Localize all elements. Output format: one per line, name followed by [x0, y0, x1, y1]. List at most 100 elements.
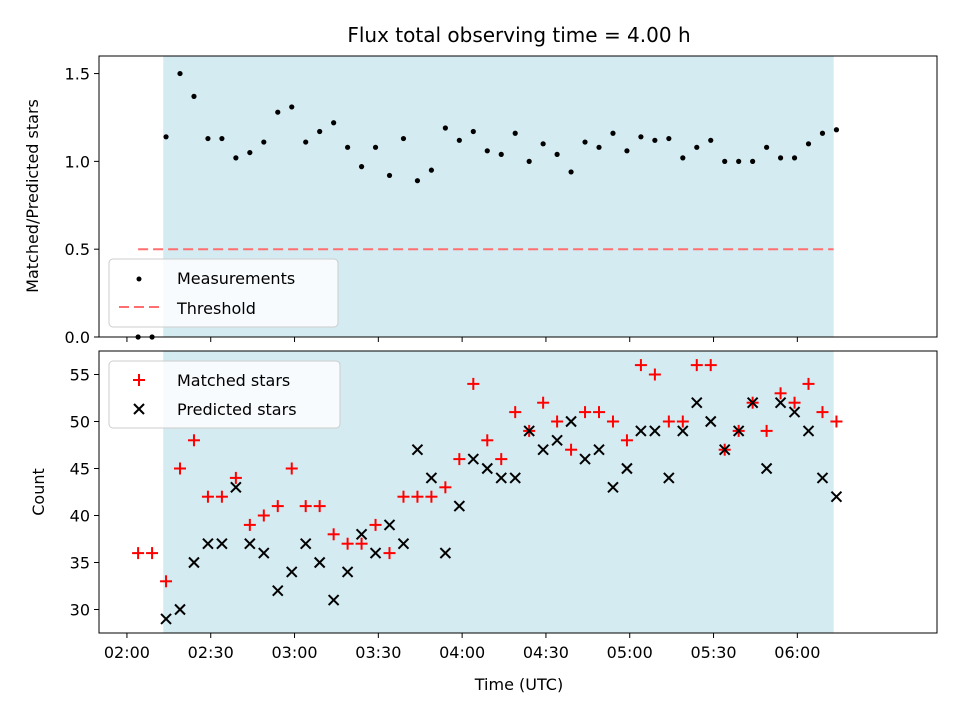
measurement-point: [400, 135, 407, 142]
matched-star-point: [509, 406, 522, 419]
x-tick-label: 04:30: [523, 643, 569, 662]
measurement-point: [358, 164, 365, 170]
matched-star-point: [634, 359, 647, 372]
bottom-x-ticks: 02:00 02:30 03:00 03:30 04:00 04:30 05:00 05:30…: [104, 633, 820, 662]
measurement-point: [191, 93, 197, 99]
predicted-star-point: [635, 425, 647, 437]
measurement-point: [303, 139, 309, 145]
predicted-star-point: [788, 406, 801, 418]
measurement-point: [233, 155, 239, 161]
matched-star-point: [676, 415, 689, 428]
measurement-points: [135, 70, 840, 340]
matched-star-point: [593, 406, 606, 419]
predicted-star-point: [551, 434, 563, 447]
measurement-point: [666, 135, 672, 142]
matched-star-point: [816, 406, 829, 419]
matched-star-point: [648, 368, 661, 381]
predicted-star-point: [509, 472, 521, 484]
matched-star-point: [341, 537, 354, 550]
predicted-star-point: [355, 528, 368, 541]
measurement-point: [624, 148, 630, 154]
predicted-star-point: [425, 472, 438, 484]
predicted-star-point: [621, 462, 633, 475]
measurement-point: [456, 137, 462, 143]
matched-star-point: [397, 490, 410, 503]
predicted-star-point: [230, 481, 242, 494]
measurement-point: [596, 144, 602, 150]
predicted-star-point: [272, 584, 284, 597]
measurement-point: [638, 134, 644, 140]
predicted-star-points: [160, 396, 843, 625]
measurement-point: [275, 109, 281, 115]
predicted-star-point: [746, 396, 759, 409]
predicted-star-point: [760, 462, 773, 475]
measurement-point: [414, 178, 421, 184]
measurement-point: [177, 70, 183, 77]
matched-star-point: [243, 518, 256, 531]
matched-star-point: [411, 490, 424, 503]
y-tick-label: 1.0: [65, 152, 90, 171]
matched-star-point: [760, 424, 773, 437]
matched-star-point: [425, 490, 438, 503]
measurement-point: [694, 144, 700, 150]
predicted-star-point: [537, 443, 549, 456]
x-tick-label: 03:30: [355, 643, 401, 662]
measurement-point: [372, 144, 379, 150]
matched-star-point: [690, 359, 703, 372]
predicted-star-point: [677, 425, 689, 437]
legend-measurements-label: Measurements: [177, 269, 295, 288]
measurement-point: [428, 167, 435, 173]
measurement-point: [219, 135, 225, 142]
matched-star-point: [146, 547, 159, 560]
measurement-point: [317, 128, 323, 135]
bottom-axes-frame: [98, 350, 938, 634]
matched-star-point: [355, 537, 368, 550]
predicted-star-point: [607, 481, 619, 494]
matched-star-point: [439, 481, 452, 494]
legend-measurements-marker: [136, 276, 142, 282]
measurement-point: [791, 155, 798, 161]
predicted-star-point: [816, 472, 829, 484]
bottom-legend-box: [108, 360, 341, 429]
y-tick-label: 0.5: [65, 240, 90, 259]
predicted-star-point: [495, 472, 507, 484]
predicted-star-point: [774, 396, 787, 409]
matched-star-point: [774, 387, 787, 400]
matched-star-point: [369, 518, 382, 531]
measurement-point: [442, 125, 448, 131]
matched-star-point: [285, 462, 298, 475]
bottom-legend: Matched stars Predicted stars: [108, 360, 341, 429]
legend-predicted-marker: [133, 403, 145, 415]
bottom-panel: 30 35 40 45 50 55 02:00 02:30 03:00 03:30 04:00 04…: [29, 350, 938, 694]
matched-star-point: [495, 453, 508, 466]
legend-matched-marker: [133, 374, 145, 386]
top-legend: Measurements Threshold: [108, 258, 339, 328]
measurement-point: [582, 139, 588, 145]
matched-star-point: [313, 500, 326, 513]
predicted-star-point: [565, 415, 577, 428]
measurement-point: [512, 130, 518, 136]
measurement-point: [568, 169, 574, 175]
measurement-point: [652, 137, 658, 143]
measurement-point: [345, 144, 351, 150]
measurement-point: [498, 151, 504, 157]
predicted-star-point: [705, 415, 717, 428]
matched-star-point: [620, 434, 633, 447]
bottom-y-ticks: 30 35 40 45 50 55: [70, 366, 99, 620]
matched-star-point: [187, 434, 200, 447]
predicted-star-point: [341, 566, 354, 578]
measurement-point: [750, 158, 756, 164]
chart-title: Flux total observing time = 4.00 h: [347, 23, 690, 47]
x-tick-label: 02:30: [188, 643, 234, 662]
y-tick-label: 30: [70, 601, 90, 620]
measurement-point: [736, 158, 742, 164]
measurement-point: [289, 104, 295, 110]
matched-star-point: [327, 528, 340, 541]
predicted-star-point: [453, 500, 466, 512]
matched-star-point: [537, 396, 550, 409]
predicted-star-point: [286, 566, 298, 578]
predicted-star-point: [718, 443, 731, 456]
predicted-star-point: [467, 453, 480, 465]
x-tick-label: 05:30: [690, 643, 736, 662]
